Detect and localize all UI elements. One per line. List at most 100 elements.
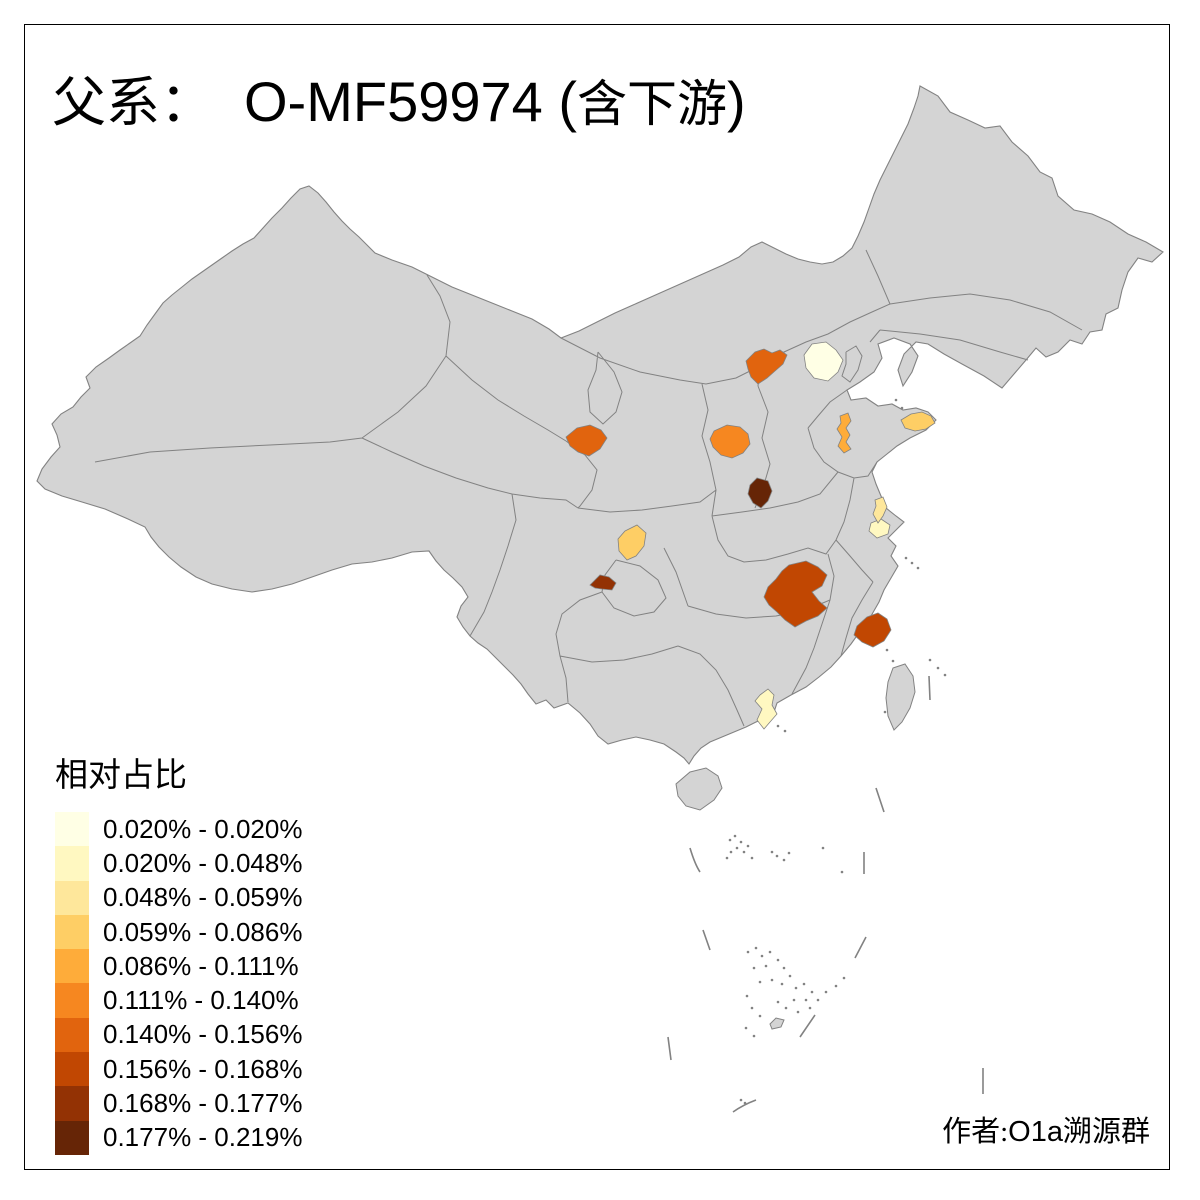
hainan-island bbox=[675, 767, 723, 811]
island-dot bbox=[834, 984, 838, 988]
legend-swatch bbox=[55, 880, 89, 915]
island-dot bbox=[746, 950, 750, 954]
island-dot bbox=[744, 1026, 748, 1030]
region-1 bbox=[803, 341, 844, 382]
island-dot bbox=[776, 724, 780, 728]
legend-label: 0.020% - 0.048% bbox=[103, 847, 303, 878]
legend-label: 0.168% - 0.177% bbox=[103, 1088, 303, 1119]
legend-swatch bbox=[55, 1017, 89, 1053]
title-haplogroup-code: O-MF59974 bbox=[244, 70, 543, 133]
island-dot bbox=[729, 850, 733, 854]
island-dot bbox=[792, 998, 796, 1002]
region-12 bbox=[853, 612, 892, 648]
island-dot bbox=[782, 966, 786, 970]
legend-title: 相对占比 bbox=[55, 758, 187, 794]
island-dot bbox=[936, 666, 940, 670]
island-dot bbox=[824, 990, 828, 994]
region-6 bbox=[617, 524, 647, 561]
legend-row-4: 0.059% - 0.086% bbox=[55, 914, 303, 950]
island-dot bbox=[891, 659, 895, 663]
legend-swatch bbox=[55, 1086, 89, 1121]
island-dot bbox=[784, 1006, 788, 1010]
region-10 bbox=[565, 424, 608, 457]
island-dot bbox=[760, 954, 764, 958]
island-dot bbox=[752, 966, 756, 970]
island-dot bbox=[883, 710, 887, 714]
legend-rows: 0.020% - 0.020% 0.020% - 0.048% 0.048% - 0… bbox=[55, 812, 302, 1155]
region-14 bbox=[747, 477, 773, 509]
island-dot bbox=[787, 851, 791, 855]
region-11 bbox=[763, 560, 828, 628]
island-dot bbox=[782, 858, 786, 862]
author-credit: 作者:O1a溯源群 bbox=[942, 1116, 1150, 1148]
island-dot bbox=[808, 1006, 812, 1010]
island-dot bbox=[821, 846, 825, 850]
legend-swatch bbox=[55, 914, 89, 950]
island-dot bbox=[752, 1034, 756, 1038]
island-dot bbox=[904, 556, 908, 560]
legend-label: 0.156% - 0.168% bbox=[103, 1053, 303, 1084]
legend-row-5: 0.086% - 0.111% bbox=[55, 949, 302, 984]
island-dot bbox=[728, 838, 732, 842]
island-dot bbox=[735, 846, 739, 850]
title-zh-prefix: 父系： bbox=[52, 73, 214, 133]
island-dot bbox=[894, 398, 898, 402]
island-dot bbox=[725, 856, 729, 860]
map-legend: 相对占比 0.020% - 0.020% 0.020% - 0.048% 0.048… bbox=[55, 748, 302, 1155]
legend-swatch bbox=[55, 812, 89, 847]
island-dot bbox=[750, 856, 754, 860]
legend-row-10: 0.177% - 0.219% bbox=[55, 1120, 302, 1155]
south-sea-islet bbox=[769, 1017, 785, 1030]
region-9 bbox=[745, 348, 788, 385]
island-dot bbox=[900, 406, 904, 410]
legend-swatch bbox=[55, 1120, 89, 1155]
island-dot bbox=[739, 1098, 743, 1102]
legend-row-9: 0.168% - 0.177% bbox=[55, 1086, 303, 1121]
island-dot bbox=[943, 673, 947, 677]
region-13 bbox=[589, 574, 617, 591]
island-dot bbox=[810, 990, 814, 994]
island-dot bbox=[783, 729, 787, 733]
island-dot bbox=[733, 834, 737, 838]
island-dot bbox=[804, 998, 808, 1002]
island-dot bbox=[775, 854, 779, 858]
region-2 bbox=[754, 688, 778, 730]
legend-row-6: 0.111% - 0.140% bbox=[55, 983, 302, 1018]
legend-swatch bbox=[55, 949, 89, 984]
island-dot bbox=[842, 976, 846, 980]
island-dot bbox=[758, 1014, 762, 1018]
island-dot bbox=[802, 982, 806, 986]
island-dot bbox=[788, 974, 792, 978]
island-dot bbox=[916, 566, 920, 570]
island-dot bbox=[770, 978, 774, 982]
legend-row-3: 0.048% - 0.059% bbox=[55, 880, 303, 915]
island-dot bbox=[910, 561, 914, 565]
island-dot bbox=[780, 982, 784, 986]
island-dot bbox=[776, 1000, 780, 1004]
island-dot bbox=[739, 840, 743, 844]
island-dot bbox=[796, 1010, 800, 1014]
title-zh-suffix: 含下游 bbox=[577, 76, 728, 132]
legend-row-7: 0.140% - 0.156% bbox=[55, 1017, 302, 1053]
legend-label: 0.048% - 0.059% bbox=[103, 882, 303, 913]
island-dot bbox=[750, 1006, 754, 1010]
legend-label: 0.111% - 0.140% bbox=[103, 985, 299, 1016]
small-islands bbox=[725, 398, 947, 1105]
island-dot bbox=[754, 946, 758, 950]
island-dot bbox=[768, 950, 772, 954]
region-8 bbox=[709, 424, 751, 459]
china-mainland bbox=[36, 85, 1164, 765]
island-dot bbox=[816, 998, 820, 1002]
highlighted-regions bbox=[565, 341, 936, 730]
nine-dash-line bbox=[667, 675, 984, 1113]
legend-label: 0.059% - 0.086% bbox=[103, 916, 303, 947]
island-dot bbox=[776, 958, 780, 962]
island-dot bbox=[928, 658, 932, 662]
region-7 bbox=[836, 412, 852, 454]
legend-row-8: 0.156% - 0.168% bbox=[55, 1052, 303, 1087]
island-dot bbox=[770, 850, 774, 854]
island-dot bbox=[885, 648, 889, 652]
island-dot bbox=[758, 980, 762, 984]
